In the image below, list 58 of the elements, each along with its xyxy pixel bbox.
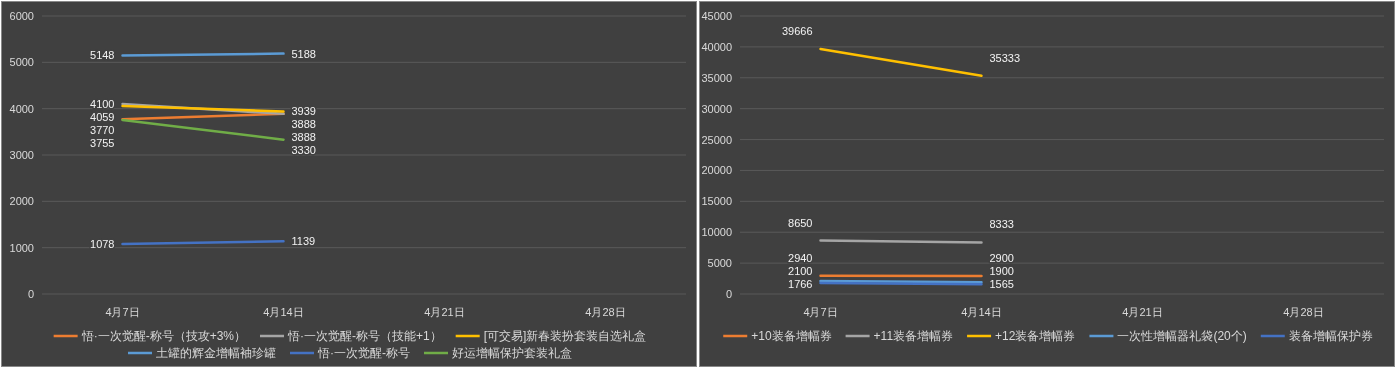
x-tick-label: 4月14日 [263, 306, 304, 318]
x-tick-label: 4月21日 [1122, 306, 1163, 318]
data-label: 8650 [788, 216, 813, 229]
data-label: 3939 [291, 105, 316, 118]
data-label: 3330 [291, 144, 316, 157]
x-tick-label: 4月7日 [803, 306, 838, 318]
data-label: 3755 [90, 137, 115, 150]
data-label: 2900 [989, 252, 1014, 264]
data-label: 1900 [989, 265, 1014, 277]
y-tick-label: 0 [27, 288, 34, 300]
y-tick-label: 45000 [701, 10, 732, 22]
data-label: 39666 [781, 25, 813, 38]
y-tick-label: 40000 [701, 40, 732, 53]
x-tick-label: 4月14日 [961, 306, 1002, 318]
legend-label: +10装备增幅券 [751, 329, 832, 343]
data-label: 3770 [90, 124, 115, 137]
y-tick-label: 20000 [701, 164, 732, 177]
x-tick-label: 4月28日 [585, 306, 626, 318]
legend-label: 好运增幅保护套装礼盒 [452, 346, 572, 360]
data-label: 1078 [90, 238, 115, 251]
data-label: 1565 [989, 278, 1014, 290]
data-label: 4100 [90, 98, 115, 111]
legend-label: 悟·一次觉醒-称号 [317, 346, 410, 360]
data-label: 2100 [788, 265, 813, 277]
data-label: 8333 [989, 218, 1014, 231]
legend-label: [可交易]新春装扮套装自选礼盒 [483, 329, 647, 343]
y-tick-label: 1000 [9, 241, 34, 254]
data-label: 1766 [788, 278, 813, 290]
legend-label: +12装备增幅券 [995, 329, 1076, 343]
y-tick-label: 30000 [701, 102, 732, 115]
legend-label: 悟·一次觉醒-称号（技能+1） [286, 329, 442, 343]
legend-label: +11装备增幅券 [873, 329, 954, 343]
y-tick-label: 4000 [9, 102, 34, 115]
y-tick-label: 25000 [701, 133, 732, 146]
x-tick-label: 4月21日 [424, 306, 465, 318]
y-tick-label: 10000 [701, 226, 732, 239]
data-label: 5148 [90, 49, 115, 62]
data-label: 35333 [989, 51, 1021, 64]
legend-label: 土罐的辉金增幅袖珍罐 [156, 346, 276, 360]
data-label: 3888 [291, 118, 316, 131]
x-tick-label: 4月7日 [105, 306, 140, 318]
x-tick-label: 4月28日 [1283, 306, 1324, 318]
data-label: 5188 [291, 47, 316, 60]
legend-label: 装备增幅保护券 [1288, 329, 1373, 343]
data-label: 1139 [291, 235, 316, 248]
y-tick-label: 35000 [701, 71, 732, 84]
data-label: 3888 [291, 131, 316, 144]
y-tick-label: 2000 [9, 195, 34, 208]
y-tick-label: 6000 [9, 10, 34, 22]
y-tick-label: 3000 [9, 149, 34, 161]
y-tick-label: 5000 [707, 257, 732, 270]
legend-label: 一次性增幅器礼袋(20个) [1117, 329, 1247, 343]
legend-label: 悟·一次觉醒-称号（技攻+3%） [80, 329, 246, 343]
y-tick-label: 15000 [701, 195, 732, 208]
y-tick-label: 0 [725, 288, 732, 300]
y-tick-label: 5000 [9, 56, 34, 69]
data-label: 4059 [90, 111, 115, 124]
data-label: 2940 [788, 252, 813, 264]
